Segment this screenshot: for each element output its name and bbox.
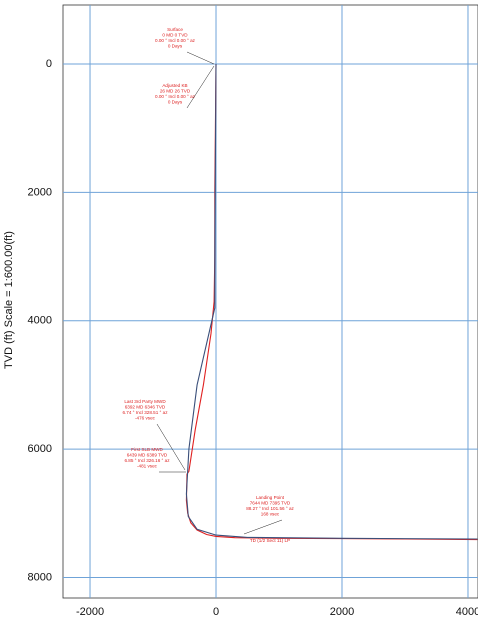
y-tick-label: 8000	[28, 571, 52, 583]
annotation: 0.00 ° Incl 0.00 ° az	[155, 38, 196, 43]
annotation: 6439 MD 6389 TVD	[127, 453, 168, 458]
y-tick-label: 2000	[28, 186, 52, 198]
annotation: 6.74 ° Incl 328.51 ° az	[122, 410, 168, 415]
annotation-leader	[156, 423, 186, 471]
annotation: Landing Point	[256, 495, 285, 500]
y-tick-label: 6000	[28, 443, 52, 455]
annotation: Adjusted KB	[162, 83, 187, 88]
annotation: 6.85 ° Incl 326.16 ° az	[124, 458, 170, 463]
annotation-leader	[243, 519, 283, 535]
annotation: First SLB MWD	[131, 447, 163, 452]
annotation: 0 Days	[168, 44, 183, 49]
annotation: 88.27 ° Incl 101.56 ° az	[246, 506, 294, 511]
annotation: -476 vsec	[135, 416, 156, 421]
x-tick-label: -2000	[76, 606, 104, 618]
annotation: 6392 MD 6346 TVD	[125, 405, 166, 410]
annotation: Last 3rd Party MWD	[124, 399, 166, 404]
annotation: 168 vsec	[261, 512, 280, 517]
annotation: 0.00 ° Incl 0.00 ° az	[155, 94, 196, 99]
y-tick-label: 4000	[28, 315, 52, 327]
annotation: 26 MD 26 TVD	[160, 89, 191, 94]
x-tick-label: 4000	[456, 606, 478, 618]
annotation: 0 Days	[168, 100, 183, 105]
well-path	[185, 63, 478, 540]
plot-frame	[62, 4, 478, 599]
y-tick-label: 0	[46, 58, 52, 70]
x-tick-label: 0	[213, 606, 219, 618]
annotation: 0 MD 0 TVD	[162, 33, 188, 38]
annotation: 7644 MD 7395 TVD	[250, 501, 291, 506]
annotation: TD (1/2 Sect 11) LP	[250, 538, 290, 543]
y-axis-label: TVD (ft) Scale = 1:600.00(ft)	[3, 231, 15, 369]
x-tick-label: 2000	[330, 606, 354, 618]
annotation-leader	[186, 51, 215, 65]
annotation: -481 vsec	[137, 464, 158, 469]
annotation-leader	[186, 65, 215, 109]
annotation: Surface	[167, 27, 183, 32]
